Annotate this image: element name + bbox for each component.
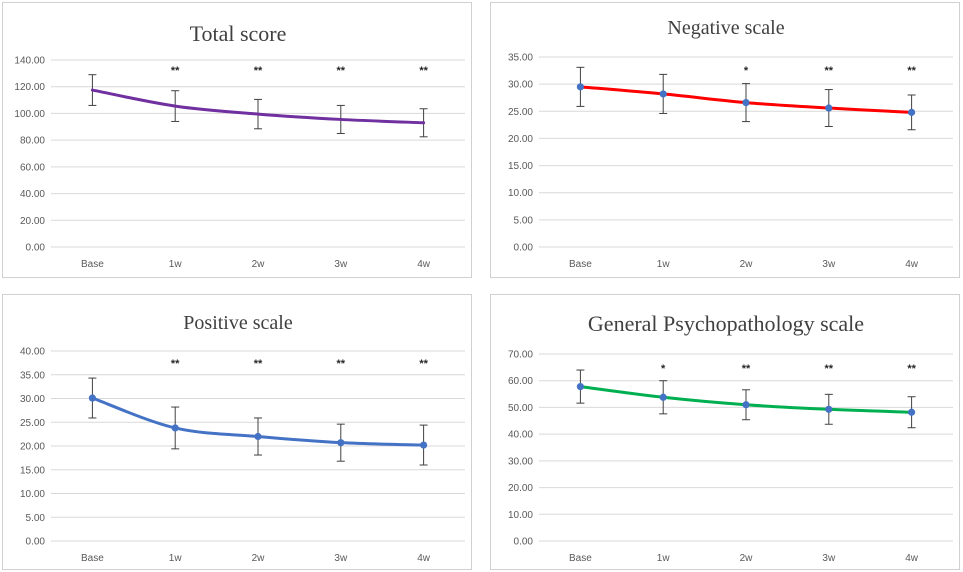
x-tick-label: 3w [822, 553, 836, 564]
y-tick-label: 60.00 [20, 162, 45, 173]
y-tick-label: 30.00 [20, 394, 45, 405]
significance-marker: ** [337, 65, 346, 77]
significance-marker: ** [419, 65, 428, 77]
x-tick-label: 2w [252, 553, 266, 564]
y-tick-label: 70.00 [508, 350, 533, 361]
y-tick-label: 0.00 [26, 243, 46, 254]
significance-marker: * [661, 363, 666, 375]
significance-marker: ** [337, 358, 346, 370]
significance-marker: * [744, 65, 749, 77]
series-line [90, 88, 426, 125]
x-tick-label: Base [569, 259, 592, 270]
data-point [420, 441, 428, 449]
data-point [576, 83, 584, 91]
y-tick-label: 5.00 [26, 513, 46, 524]
data-point [825, 405, 833, 413]
x-tick-label: 4w [905, 259, 919, 270]
y-tick-label: 40.00 [508, 430, 533, 441]
significance-marker: ** [419, 358, 428, 370]
chart-panel-positive-scale: Positive scale 0.00 5.00 10.00 15.00 20.00 25.… [2, 294, 472, 570]
data-point [659, 90, 667, 98]
y-tick-label: 140.00 [14, 56, 45, 67]
x-tick-label: 3w [334, 259, 348, 270]
y-tick-label: 5.00 [514, 215, 534, 226]
x-tick-label: 1w [169, 553, 183, 564]
chart-title: General Psychopathology scale [588, 311, 864, 336]
data-point [742, 401, 750, 409]
x-tick-label: 4w [417, 259, 431, 270]
significance-marker: ** [825, 65, 834, 77]
chart-panel-general-psychopathology-scale: General Psychopathology scale 0.00 10.00 20… [490, 294, 960, 570]
x-tick-label: 2w [740, 553, 754, 564]
x-tick-label: 1w [169, 259, 183, 270]
y-tick-label: 30.00 [508, 456, 533, 467]
y-tick-label: 20.00 [508, 134, 533, 145]
y-tick-label: 20.00 [508, 483, 533, 494]
y-tick-label: 0.00 [514, 537, 534, 548]
chart-title: Total score [190, 21, 287, 46]
y-tick-label: 35.00 [508, 53, 533, 64]
chart-negative-scale: Negative scale 0.00 5.00 10.00 15.00 20.00 25.… [508, 17, 953, 270]
data-point [742, 99, 750, 107]
data-point [337, 439, 345, 447]
data-point [659, 393, 667, 401]
data-point [171, 424, 179, 432]
chart-general-psychopathology-scale: General Psychopathology scale 0.00 10.00 20… [508, 311, 953, 564]
y-tick-label: 40.00 [20, 347, 45, 358]
y-tick-label: 100.00 [14, 109, 45, 120]
data-point [825, 104, 833, 112]
significance-marker: ** [171, 65, 180, 77]
significance-marker: ** [907, 363, 916, 375]
x-tick-label: 3w [822, 259, 836, 270]
y-tick-label: 20.00 [20, 216, 45, 227]
y-tick-label: 0.00 [26, 537, 46, 548]
y-tick-label: 60.00 [508, 376, 533, 387]
y-tick-label: 15.00 [508, 161, 533, 172]
x-tick-label: 4w [417, 553, 431, 564]
chart-title: Negative scale [667, 17, 784, 39]
data-point [88, 394, 96, 402]
x-tick-label: 3w [334, 553, 348, 564]
y-tick-label: 25.00 [508, 107, 533, 118]
x-tick-label: 1w [657, 259, 671, 270]
y-tick-label: 40.00 [20, 189, 45, 200]
chart-total-score: Total score 0.00 20.00 40.00 60.00 80.00 100.0… [14, 21, 465, 270]
x-tick-label: Base [81, 553, 104, 564]
significance-marker: ** [171, 358, 180, 370]
chart-panel-total-score: Total score 0.00 20.00 40.00 60.00 80.00 100.0… [2, 2, 472, 278]
x-tick-label: 1w [657, 553, 671, 564]
significance-marker: ** [254, 65, 263, 77]
x-tick-label: Base [569, 553, 592, 564]
chart-panel-negative-scale: Negative scale 0.00 5.00 10.00 15.00 20.00 25.… [490, 2, 960, 278]
significance-marker: ** [254, 358, 263, 370]
y-tick-label: 30.00 [508, 80, 533, 91]
y-tick-label: 35.00 [20, 370, 45, 381]
y-tick-label: 25.00 [20, 418, 45, 429]
y-tick-label: 10.00 [508, 510, 533, 521]
y-tick-label: 20.00 [20, 442, 45, 453]
data-point [908, 408, 916, 416]
y-tick-label: 80.00 [20, 136, 45, 147]
significance-marker: ** [742, 363, 751, 375]
significance-marker: ** [907, 65, 916, 77]
y-tick-label: 120.00 [14, 82, 45, 93]
y-tick-label: 0.00 [514, 243, 534, 254]
x-tick-label: 4w [905, 553, 919, 564]
x-tick-label: 2w [740, 259, 754, 270]
data-point [908, 108, 916, 116]
data-point [254, 432, 262, 441]
chart-title: Positive scale [183, 312, 293, 334]
y-tick-label: 15.00 [20, 465, 45, 476]
chart-positive-scale: Positive scale 0.00 5.00 10.00 15.00 20.00 25.… [20, 312, 465, 564]
data-point [576, 382, 584, 391]
y-tick-label: 10.00 [508, 188, 533, 199]
y-tick-label: 10.00 [20, 489, 45, 500]
x-tick-label: 2w [252, 259, 266, 270]
y-tick-label: 50.00 [508, 403, 533, 414]
significance-marker: ** [825, 363, 834, 375]
x-tick-label: Base [81, 259, 104, 270]
